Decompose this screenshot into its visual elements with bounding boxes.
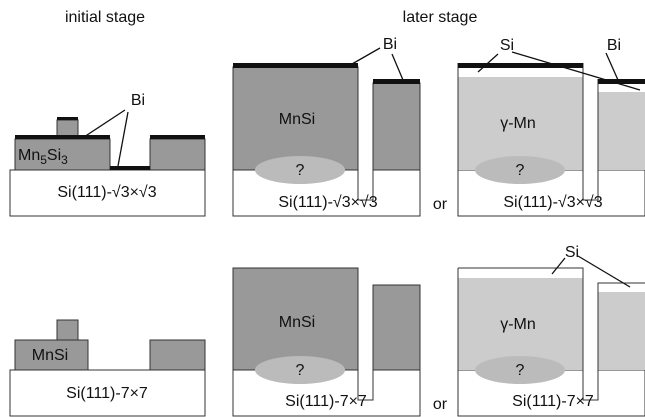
- label: γ-Mn: [500, 316, 536, 333]
- later-gmn-sqrt3: Si Bi γ-Mn ? Si(111)-√3×√3: [458, 37, 645, 216]
- label: Si: [500, 37, 514, 54]
- label: ?: [516, 362, 525, 379]
- label: Si(111)-7×7: [512, 393, 594, 410]
- label: Bi: [131, 92, 145, 109]
- label: MnSi: [279, 314, 315, 331]
- label: Bi: [607, 37, 621, 54]
- initial-7x7: MnSi Si(111)-7×7: [10, 320, 205, 416]
- label: or: [433, 196, 448, 213]
- label: ?: [296, 162, 305, 179]
- label: Si(111)-√3×√3: [278, 194, 377, 211]
- later-gmn-7x7: Si γ-Mn ? Si(111)-7×7: [458, 244, 645, 416]
- label: Si(111)-√3×√3: [57, 184, 156, 201]
- initial-sqrt3: Bi Mn5Si3 Si(111)-√3×√3: [10, 92, 205, 216]
- label: Si(111)-7×7: [66, 385, 148, 402]
- header: later stage: [403, 9, 478, 26]
- label: or: [433, 396, 448, 413]
- label: Si(111)-√3×√3: [503, 194, 602, 211]
- label: ?: [516, 162, 525, 179]
- label: Mn: [18, 147, 40, 164]
- later-mnsi-7x7: MnSi ? Si(111)-7×7: [233, 268, 420, 416]
- label: Si(111)-7×7: [285, 393, 367, 410]
- label: MnSi: [32, 347, 68, 364]
- later-mnsi-sqrt3: Bi MnSi ? Si(111)-√3×√3: [233, 36, 420, 216]
- diagram: initial stage later stage Bi Mn5Si3 Si(1…: [0, 0, 645, 417]
- label: Si: [47, 147, 61, 164]
- label: MnSi: [279, 111, 315, 128]
- label: Si: [565, 244, 579, 261]
- label: 3: [61, 153, 68, 167]
- label: ?: [296, 362, 305, 379]
- label: Bi: [383, 36, 397, 53]
- label: γ-Mn: [500, 115, 536, 132]
- header: initial stage: [65, 9, 145, 26]
